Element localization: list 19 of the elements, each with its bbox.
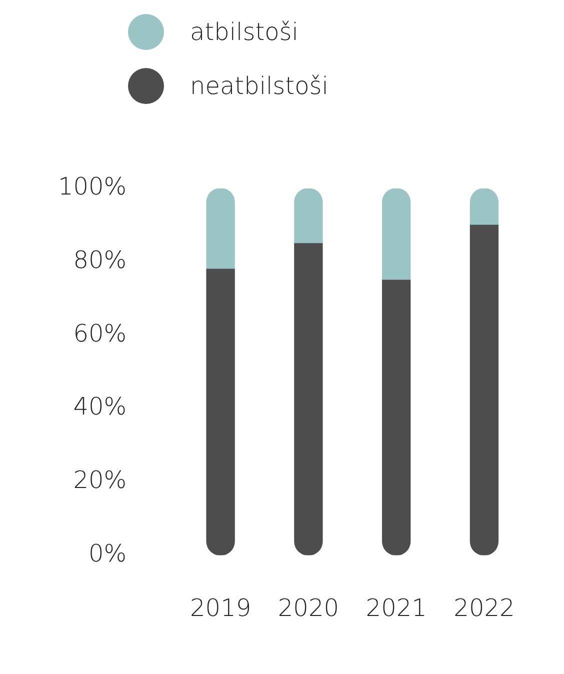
x-tick-label: 2020	[278, 594, 339, 622]
bar	[294, 243, 323, 556]
y-tick-label: 0%	[88, 539, 127, 568]
y-tick-label: 100%	[58, 172, 127, 201]
x-tick-label: 2021	[366, 594, 427, 622]
y-tick-label: 20%	[73, 466, 127, 494]
x-tick-label: 2019	[190, 594, 252, 622]
bar	[206, 188, 235, 270]
y-tick-label: 40%	[73, 392, 127, 421]
bar	[294, 188, 323, 244]
bar	[382, 280, 411, 556]
x-tick-label: 2022	[454, 594, 515, 622]
bar	[470, 224, 499, 556]
bar	[206, 268, 235, 556]
legend-label: atbilstoši	[190, 18, 298, 46]
y-tick-label: 60%	[73, 319, 127, 348]
y-tick-label: 80%	[73, 246, 127, 274]
bar	[382, 188, 411, 280]
legend-label: neatbilstoši	[190, 72, 328, 100]
